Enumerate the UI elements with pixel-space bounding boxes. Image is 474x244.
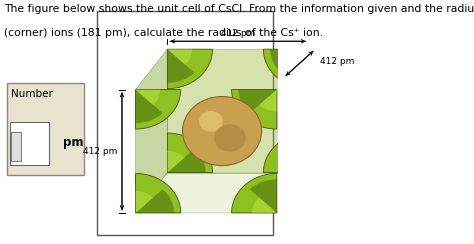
Wedge shape [136,191,153,213]
FancyBboxPatch shape [7,83,84,175]
Wedge shape [167,49,194,83]
Text: pm: pm [63,136,83,150]
Wedge shape [250,179,277,213]
FancyBboxPatch shape [97,11,273,235]
Circle shape [214,124,246,152]
Wedge shape [259,90,277,111]
Wedge shape [264,133,309,173]
Polygon shape [167,49,309,173]
Wedge shape [264,49,309,89]
Wedge shape [167,49,212,89]
Text: 412 pm: 412 pm [319,57,354,66]
Circle shape [199,111,223,132]
Wedge shape [270,49,309,73]
Wedge shape [252,198,277,213]
Wedge shape [238,90,277,113]
Wedge shape [282,139,309,173]
Text: Number: Number [11,90,53,100]
Wedge shape [136,189,174,213]
Wedge shape [232,173,277,213]
Wedge shape [136,90,181,129]
Text: The figure below shows the unit cell of CsCl. From the information given and the: The figure below shows the unit cell of … [4,4,474,14]
Wedge shape [167,49,192,64]
Wedge shape [167,151,185,173]
FancyBboxPatch shape [11,132,21,161]
Text: (corner) ions (181 pm), calculate the radius of the Cs⁺ ion.: (corner) ions (181 pm), calculate the ra… [4,28,323,38]
Wedge shape [284,157,309,173]
Circle shape [182,97,262,166]
Text: 412 pm: 412 pm [82,147,117,156]
Wedge shape [136,173,181,213]
Wedge shape [136,90,160,105]
Polygon shape [136,49,167,213]
FancyBboxPatch shape [10,122,49,165]
Wedge shape [291,49,309,71]
Text: 412 pm: 412 pm [221,29,255,38]
Wedge shape [167,149,206,173]
Wedge shape [232,90,277,129]
Polygon shape [136,173,309,213]
Wedge shape [167,133,212,173]
Wedge shape [136,90,163,123]
